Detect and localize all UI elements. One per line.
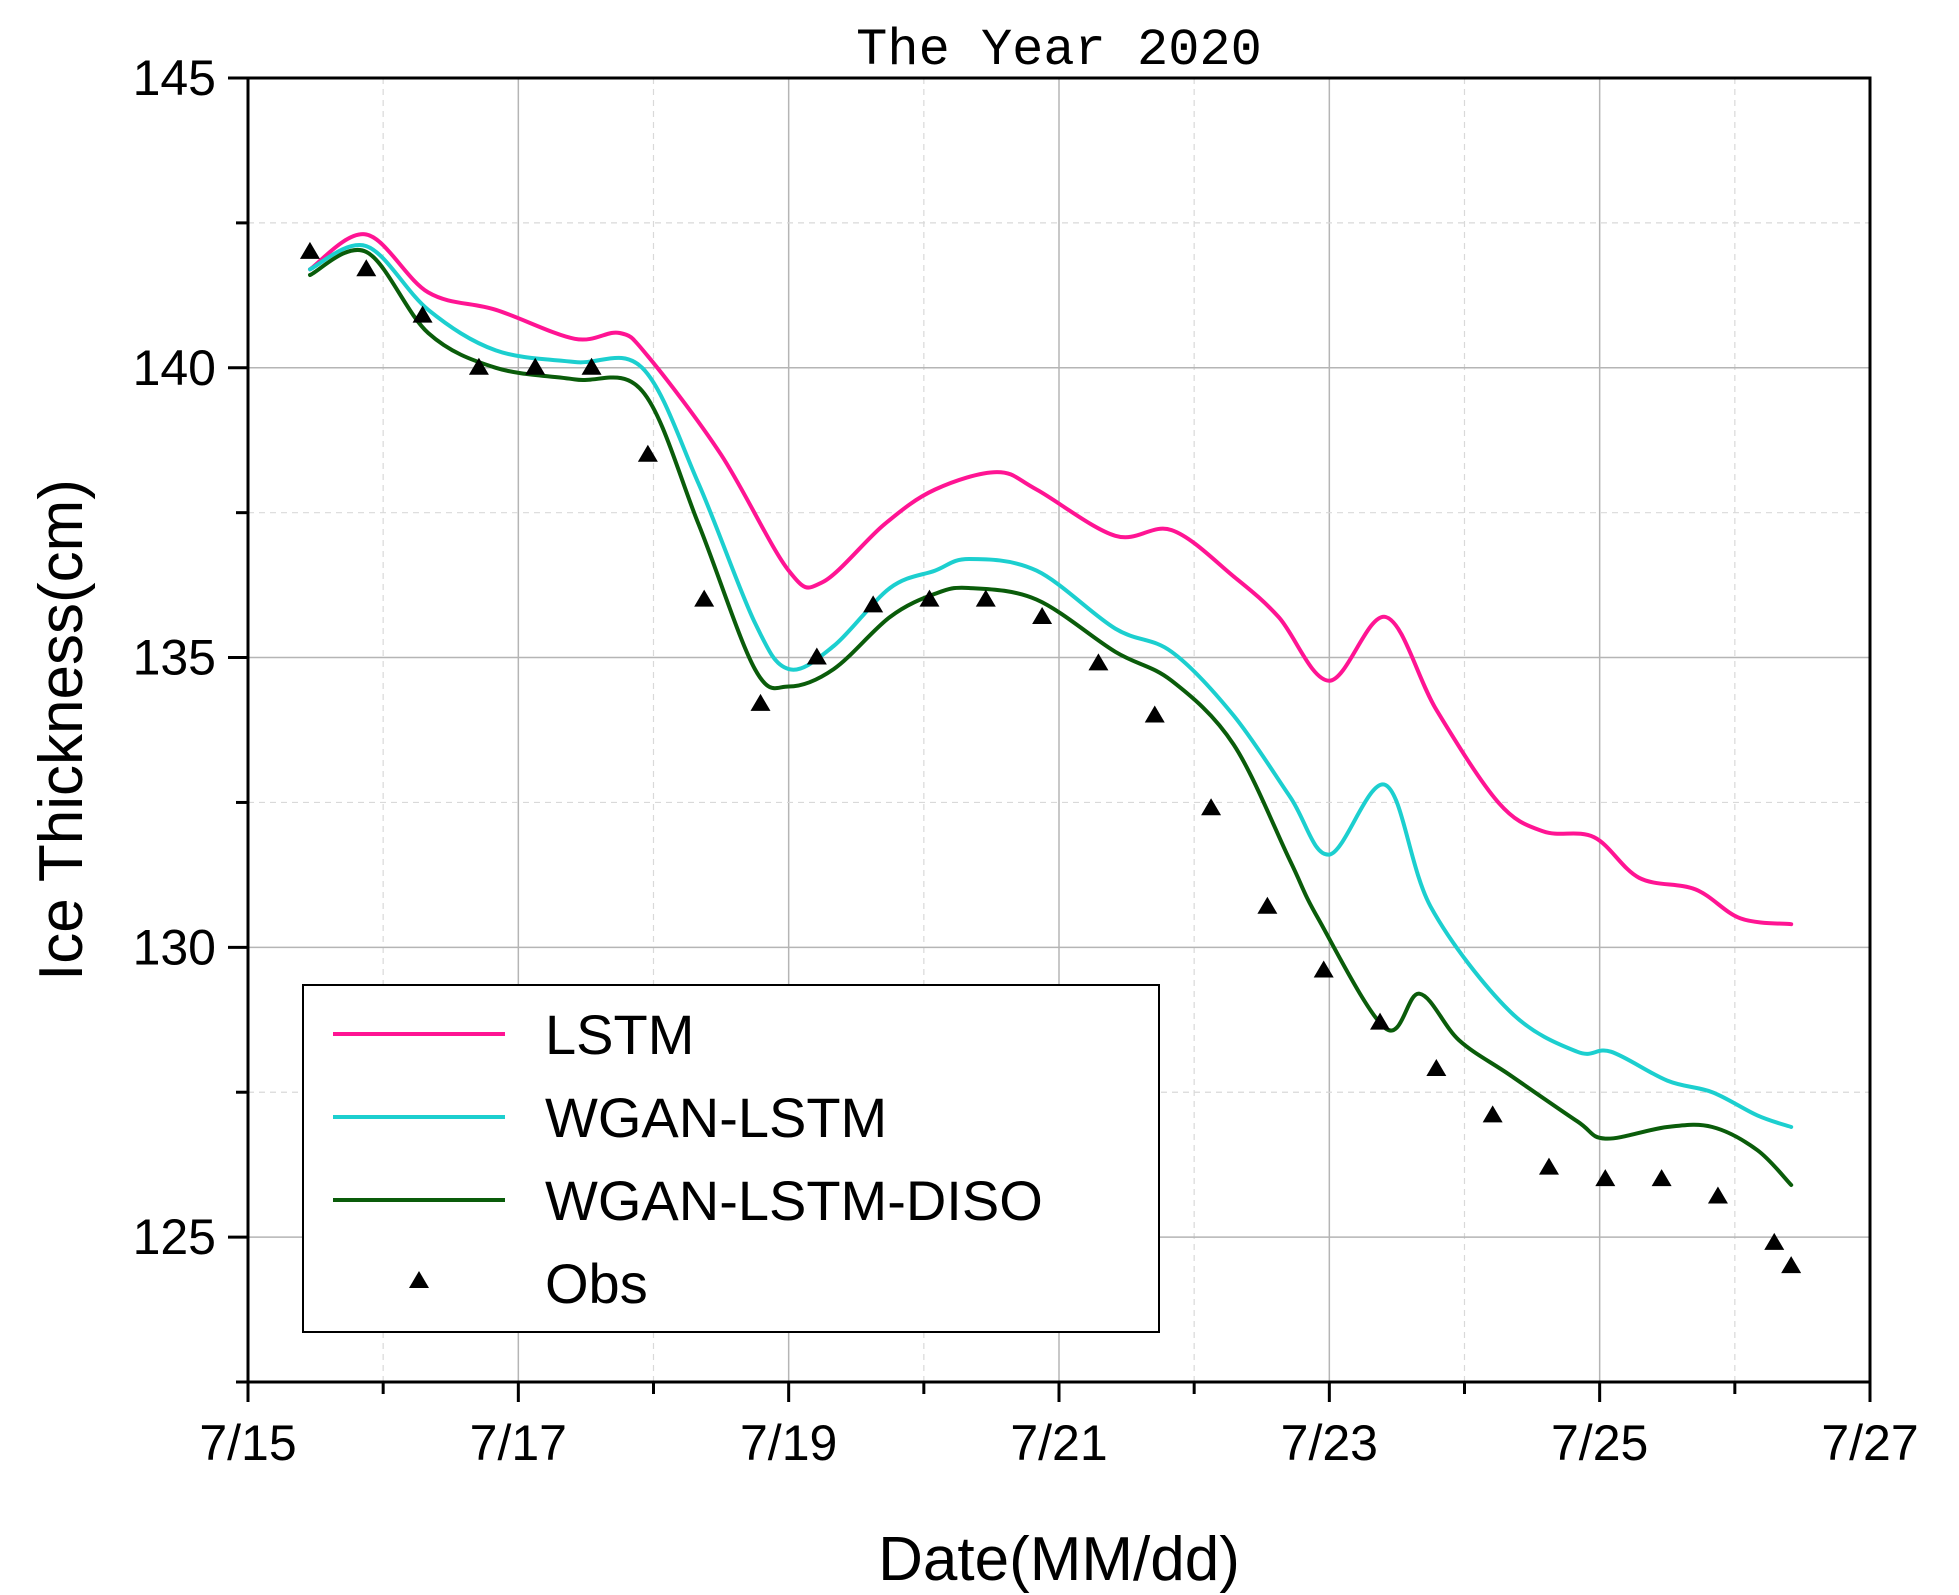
legend-swatch-obs xyxy=(409,1271,429,1288)
y-tick-label: 145 xyxy=(133,50,216,106)
obs-marker xyxy=(1538,1157,1559,1175)
y-tick-label: 135 xyxy=(133,630,216,686)
series-line-wgan-lstm-diso xyxy=(308,248,1794,1187)
x-tick-label: 7/17 xyxy=(470,1415,567,1471)
obs-marker xyxy=(863,595,884,613)
obs-marker xyxy=(806,647,827,665)
chart-title: The Year 2020 xyxy=(856,21,1262,80)
x-tick-label: 7/23 xyxy=(1281,1415,1378,1471)
x-tick-label: 7/25 xyxy=(1551,1415,1648,1471)
obs-marker xyxy=(1032,606,1053,624)
obs-marker xyxy=(412,305,433,323)
x-axis-label: Date(MM/dd) xyxy=(878,1525,1240,1594)
series-line-wgan-lstm xyxy=(308,242,1794,1129)
series-line-lstm xyxy=(308,232,1794,927)
obs-marker xyxy=(1313,960,1334,978)
obs-marker xyxy=(694,589,715,607)
obs-marker xyxy=(1088,653,1109,671)
legend-label-wgan-lstm-diso: WGAN-LSTM-DISO xyxy=(545,1169,1043,1232)
legend-label-wgan-lstm: WGAN-LSTM xyxy=(545,1086,887,1149)
obs-marker xyxy=(1764,1232,1785,1250)
obs-marker xyxy=(1426,1059,1447,1077)
obs-marker xyxy=(468,357,489,375)
y-axis-label: Ice Thickness(cm) xyxy=(27,479,96,981)
obs-marker xyxy=(1707,1186,1728,1204)
legend-box xyxy=(302,984,1160,1333)
obs-marker xyxy=(1144,705,1165,723)
obs-marker xyxy=(1651,1169,1672,1187)
y-tick-label: 125 xyxy=(133,1209,216,1265)
obs-marker xyxy=(637,444,658,462)
obs-marker xyxy=(919,589,940,607)
obs-marker xyxy=(581,357,602,375)
series-layer xyxy=(299,232,1802,1274)
axes: 7/15 7/17 7/19 7/21 7/23 7/25 7/27 125 130 135 140… xyxy=(133,50,1919,1471)
obs-marker xyxy=(1595,1169,1616,1187)
obs-marker xyxy=(975,589,996,607)
y-tick-label: 130 xyxy=(133,919,216,975)
x-tick-label: 7/19 xyxy=(740,1415,837,1471)
legend-label-lstm: LSTM xyxy=(545,1003,694,1066)
obs-marker xyxy=(1201,798,1222,816)
obs-marker xyxy=(1482,1105,1503,1123)
obs-marker xyxy=(525,357,546,375)
obs-marker xyxy=(1781,1256,1802,1274)
x-tick-label: 7/15 xyxy=(199,1415,296,1471)
obs-marker xyxy=(1257,896,1278,914)
obs-marker xyxy=(356,259,377,277)
x-tick-label: 7/27 xyxy=(1821,1415,1918,1471)
obs-marker xyxy=(299,241,320,259)
x-tick-label: 7/21 xyxy=(1010,1415,1107,1471)
obs-marker xyxy=(750,693,771,711)
obs-marker xyxy=(1370,1012,1391,1030)
y-tick-label: 140 xyxy=(133,340,216,396)
legend: LSTM WGAN-LSTM WGAN-LSTM-DISO Obs xyxy=(302,984,1160,1333)
legend-label-obs: Obs xyxy=(545,1252,648,1315)
